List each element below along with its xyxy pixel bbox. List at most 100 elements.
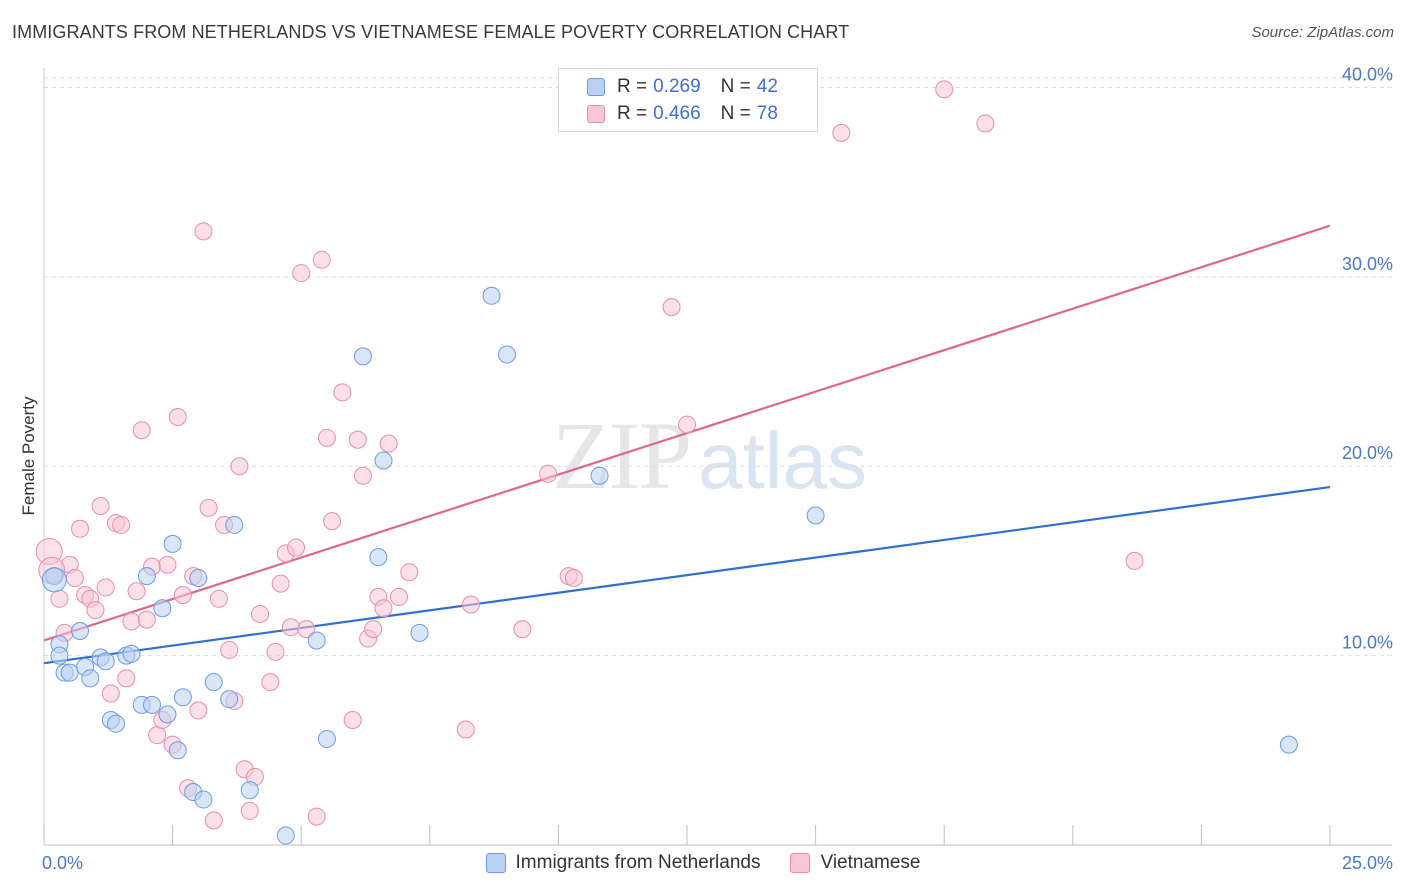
netherlands-point	[220, 690, 239, 709]
netherlands-point	[317, 729, 336, 748]
vietnamese-point	[117, 669, 136, 688]
legend-r-label: R =	[617, 76, 648, 97]
netherlands-point	[204, 673, 223, 692]
netherlands-point	[41, 567, 67, 593]
vietnamese-point	[1125, 551, 1144, 570]
vietnamese-point	[564, 568, 583, 587]
vietnamese-point	[96, 578, 115, 597]
vietnamese-point	[148, 726, 167, 745]
chart-title: IMMIGRANTS FROM NETHERLANDS VS VIETNAMES…	[12, 22, 850, 42]
vietnamese-point	[513, 620, 532, 639]
vietnamese-point	[194, 222, 213, 241]
vietnamese-point	[271, 574, 290, 593]
legend-n-label: N =	[720, 76, 751, 97]
netherlands-point	[71, 621, 90, 640]
netherlands-point	[107, 714, 126, 733]
netherlands-trend-line	[43, 485, 1331, 665]
vietnamese-point	[199, 498, 218, 517]
vietnamese-point	[266, 642, 285, 661]
vietnamese-point	[287, 538, 306, 557]
netherlands-point	[158, 705, 177, 724]
y-tick-label: 40.0%	[1342, 64, 1393, 84]
legend-r-value: 0.269	[653, 76, 701, 97]
vietnamese-point	[292, 264, 311, 283]
vietnamese-point	[173, 586, 192, 605]
netherlands-point	[194, 790, 213, 809]
vietnamese-point	[400, 563, 419, 582]
vietnamese-point	[127, 582, 146, 601]
netherlands-point	[96, 652, 115, 671]
vietnamese-point	[281, 618, 300, 637]
netherlands-point	[1279, 735, 1298, 754]
vietnamese-point	[374, 599, 393, 618]
netherlands-point	[240, 781, 259, 800]
netherlands-point	[276, 826, 295, 845]
vietnamese-point	[333, 383, 352, 402]
netherlands-point	[189, 568, 208, 587]
legend-n-label: N =	[720, 103, 751, 124]
vietnamese-point	[132, 421, 151, 440]
netherlands-point	[137, 567, 156, 586]
netherlands-point	[153, 599, 172, 618]
vietnamese-point	[261, 673, 280, 692]
vietnamese-point	[189, 701, 208, 720]
netherlands-point	[410, 623, 429, 642]
vietnamese-point	[137, 610, 156, 629]
vietnamese-point	[662, 298, 681, 317]
vietnamese-point	[65, 568, 84, 587]
watermark: ZIPatlas	[552, 400, 867, 511]
y-axis-label: Female Poverty	[19, 396, 38, 516]
legend-n-value: 78	[756, 103, 778, 124]
series-legend-vietnamese[interactable]: Vietnamese	[790, 852, 920, 874]
netherlands-point	[806, 506, 825, 525]
series-label-vietnamese: Vietnamese	[820, 852, 921, 873]
vietnamese-point	[122, 612, 141, 631]
netherlands-point	[482, 286, 501, 305]
series-legend: Immigrants from Netherlands Vietnamese	[0, 852, 1406, 874]
vietnamese-point	[317, 428, 336, 447]
vietnamese-point	[539, 464, 558, 483]
series-label-netherlands: Immigrants from Netherlands	[515, 852, 761, 873]
vietnamese-point	[976, 114, 995, 133]
vietnamese-point	[323, 512, 342, 531]
legend-swatch-vietnamese	[587, 105, 605, 123]
vietnamese-point	[461, 595, 480, 614]
series-legend-netherlands[interactable]: Immigrants from Netherlands	[485, 852, 761, 874]
vietnamese-point	[353, 466, 372, 485]
netherlands-points	[41, 286, 1298, 845]
watermark-atlas: atlas	[698, 416, 867, 505]
series-swatch-netherlands	[485, 853, 506, 873]
netherlands-point	[307, 631, 326, 650]
vietnamese-point	[297, 620, 316, 639]
series-swatch-vietnamese	[790, 853, 811, 873]
netherlands-point	[163, 534, 182, 553]
legend-row-netherlands: R = 0.269 N = 42	[587, 74, 778, 100]
y-tick-label: 20.0%	[1342, 443, 1393, 463]
vietnamese-point	[71, 519, 90, 538]
vietnamese-point	[678, 415, 696, 434]
netherlands-point	[143, 695, 162, 714]
vietnamese-point	[348, 430, 367, 449]
vietnamese-points	[35, 80, 1144, 830]
y-tick-label: 30.0%	[1342, 254, 1393, 274]
source-label: Source: ZipAtlas.com	[1251, 24, 1394, 41]
trend-layer	[43, 224, 1331, 665]
watermark-zip: ZIP	[552, 402, 692, 509]
vietnamese-point	[50, 589, 69, 608]
vietnamese-point	[112, 515, 131, 534]
vietnamese-point	[230, 457, 249, 476]
vietnamese-point	[168, 407, 187, 426]
legend-n-value: 42	[756, 76, 778, 97]
vietnamese-point	[364, 620, 383, 639]
vietnamese-point	[456, 720, 475, 739]
legend-r-value: 0.466	[653, 103, 701, 124]
netherlands-point	[60, 663, 79, 682]
netherlands-point	[173, 688, 192, 707]
vietnamese-point	[389, 587, 408, 606]
netherlands-point	[353, 347, 372, 366]
vietnamese-point	[204, 811, 223, 830]
vietnamese-point	[312, 250, 331, 269]
stats-legend: R = 0.269 N = 42 R = 0.466 N = 78	[558, 68, 818, 132]
axis-layer	[43, 68, 1392, 846]
